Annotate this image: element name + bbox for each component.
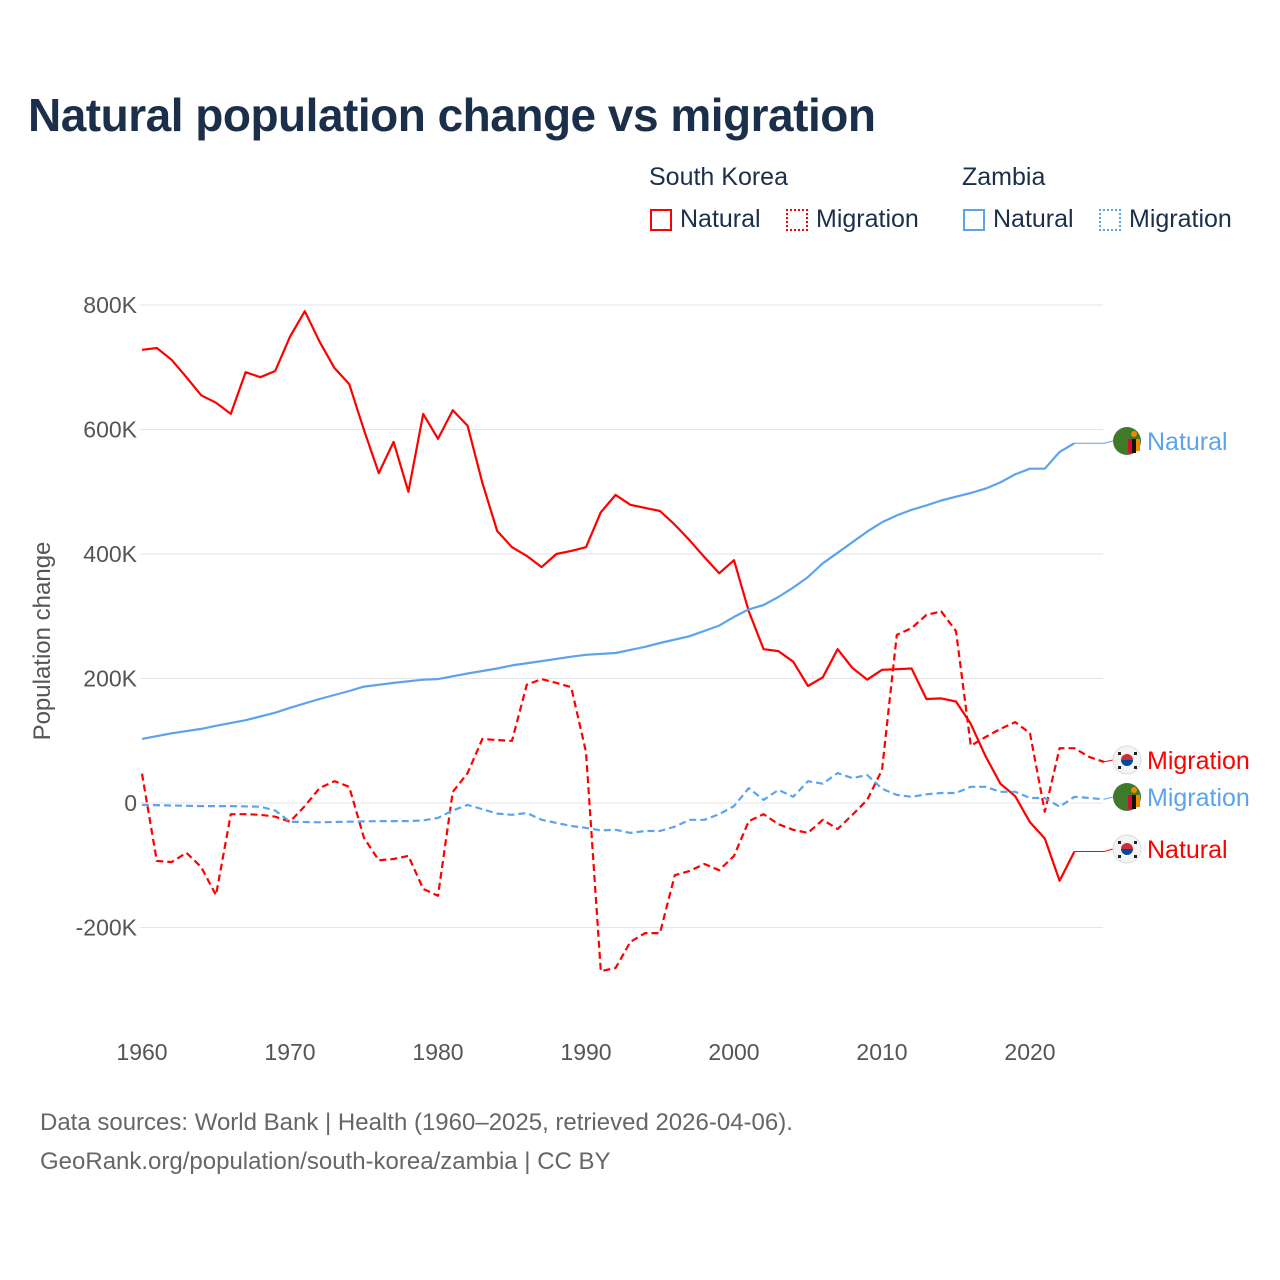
flag-taegeuk-red [1121,843,1133,849]
flag-trigram [1134,766,1137,769]
series-line-zambia-migration [141,772,1105,834]
flag-stripe [1132,439,1136,453]
flag-stripe [1136,439,1140,451]
x-tick-label: 1990 [560,1039,611,1065]
flag-taegeuk-blue [1121,849,1133,855]
end-label-zambia-natural: Natural [1147,428,1228,456]
end-label-zambia-migration: Migration [1147,784,1250,812]
flag-eagle [1131,431,1137,437]
plot-area: -200K 0 200K 400K 600K 800K 1960 1970 1980 1990 20… [29,292,1250,1065]
flag-trigram [1134,752,1137,755]
y-tick-label: 0 [124,790,137,816]
south-korea-flag-icon [1112,745,1142,775]
x-tick-label: 2000 [708,1039,759,1065]
series-line-zambia-natural [141,442,1075,740]
x-tick-label: 1960 [116,1039,167,1065]
x-tick-label: 2010 [856,1039,907,1065]
y-tick-label: -200K [76,915,138,941]
flag-trigram [1134,841,1137,844]
flag-trigram [1118,855,1121,858]
y-tick-label: 600K [83,417,137,443]
label-connector [1074,440,1114,444]
legend-swatch-dashed [786,208,808,231]
legend-swatch-solid [963,208,985,231]
chart-title: Natural population change vs migration [28,89,876,141]
y-tick-label: 800K [83,292,137,318]
flag-stripe [1128,439,1132,453]
end-label-south-korea-natural: Natural [1147,836,1228,864]
x-tick-label: 1980 [412,1039,463,1065]
flag-trigram [1134,855,1137,858]
legend-label: Natural [680,205,761,233]
flag-trigram [1118,766,1121,769]
flag-eagle [1131,787,1137,793]
legend-swatch-dashed [1099,208,1121,231]
legend-group-south-korea: South Korea [649,163,788,191]
series-line-south-korea-natural [141,310,1076,882]
legend-item-south-korea-migration[interactable]: Migration [786,205,919,234]
zambia-flag-icon [1113,427,1141,455]
flag-taegeuk-blue [1121,760,1133,766]
legend-label: Natural [993,205,1074,233]
south-korea-flag-icon [1112,834,1142,864]
end-label-south-korea-migration: Migration [1147,747,1250,775]
legend-item-zambia-migration[interactable]: Migration [1099,205,1232,234]
label-connector [1103,796,1114,800]
label-connector [1074,848,1114,853]
flag-taegeuk-red [1121,754,1133,760]
series-line-south-korea-migration [140,610,1105,973]
flag-stripe [1132,795,1136,809]
legend-group-zambia: Zambia [962,163,1046,191]
x-tick-label: 2020 [1004,1039,1055,1065]
legend-item-zambia-natural[interactable]: Natural [963,205,1074,234]
legend-label: Migration [1129,205,1232,233]
label-connector [1103,759,1114,763]
x-tick-label: 1970 [264,1039,315,1065]
flag-stripe [1136,795,1140,807]
legend-label: Migration [816,205,919,233]
y-axis-label: Population change [29,542,56,741]
zambia-flag-icon [1113,783,1141,811]
flag-trigram [1118,841,1121,844]
flag-trigram [1118,752,1121,755]
flag-stripe [1128,795,1132,809]
source-note: Data sources: World Bank | Health (1960–… [40,1109,793,1136]
source-link[interactable]: GeoRank.org/population/south-korea/zambi… [40,1148,611,1175]
y-tick-label: 400K [83,541,137,567]
legend-item-south-korea-natural[interactable]: Natural [650,205,761,234]
legend-swatch-solid [650,208,672,231]
y-tick-label: 200K [83,666,137,692]
